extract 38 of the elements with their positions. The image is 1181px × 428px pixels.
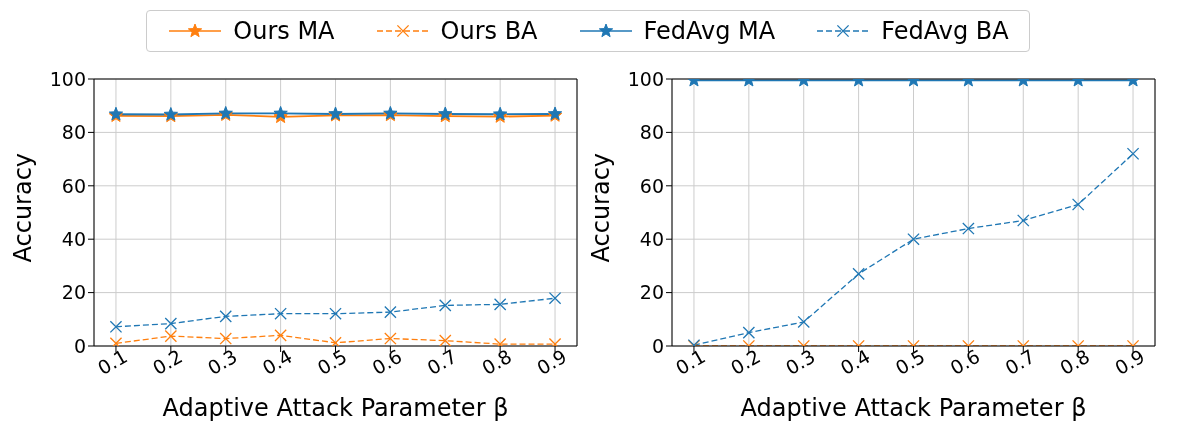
y-axis-title: Accuracy xyxy=(8,152,37,263)
x-tick-label: 0.6 xyxy=(946,344,984,380)
x-tick-label: 0.1 xyxy=(671,344,710,380)
x-tick-label: 0.9 xyxy=(532,344,571,380)
y-tick-label: 80 xyxy=(639,121,664,144)
x-tick-label: 0.3 xyxy=(203,344,241,380)
x-tick-label: 0.7 xyxy=(423,344,461,380)
x-tick-label: 0.9 xyxy=(1110,344,1149,380)
y-tick-label: 100 xyxy=(627,67,664,90)
x-axis-title: Adaptive Attack Parameter β xyxy=(740,394,1087,422)
x-tick-label: 0.6 xyxy=(368,344,406,380)
x-tick-label: 0.4 xyxy=(258,344,296,380)
x-tick-label: 0.3 xyxy=(781,344,819,380)
x-tick-label: 0.2 xyxy=(148,344,186,380)
y-tick-label: 0 xyxy=(651,334,664,357)
legend-label: FedAvg MA xyxy=(643,17,776,45)
x-tick-label: 0.5 xyxy=(891,344,929,380)
x-tick-label: 0.5 xyxy=(313,344,351,380)
x-tick-label: 0.4 xyxy=(836,344,874,380)
y-tick-label: 20 xyxy=(61,281,86,304)
x-tick-label: 0.7 xyxy=(1001,344,1039,380)
y-tick-label: 60 xyxy=(61,174,86,197)
y-axis-title: Accuracy xyxy=(586,152,615,263)
y-tick-label: 80 xyxy=(61,121,86,144)
x-tick-label: 0.2 xyxy=(726,344,764,380)
y-tick-label: 40 xyxy=(639,227,664,250)
legend-label: FedAvg BA xyxy=(881,17,1009,45)
x-tick-label: 0.8 xyxy=(478,344,516,380)
x-tick-label: 0.8 xyxy=(1056,344,1094,380)
y-tick-label: 0 xyxy=(73,334,86,357)
y-tick-label: 40 xyxy=(61,227,86,250)
x-tick-label: 0.1 xyxy=(93,344,132,380)
y-tick-label: 60 xyxy=(639,174,664,197)
y-tick-label: 20 xyxy=(639,281,664,304)
x-axis-title: Adaptive Attack Parameter β xyxy=(162,394,509,422)
legend-label: Ours BA xyxy=(440,17,538,45)
legend-label: Ours MA xyxy=(233,17,335,45)
y-tick-label: 100 xyxy=(49,67,86,90)
